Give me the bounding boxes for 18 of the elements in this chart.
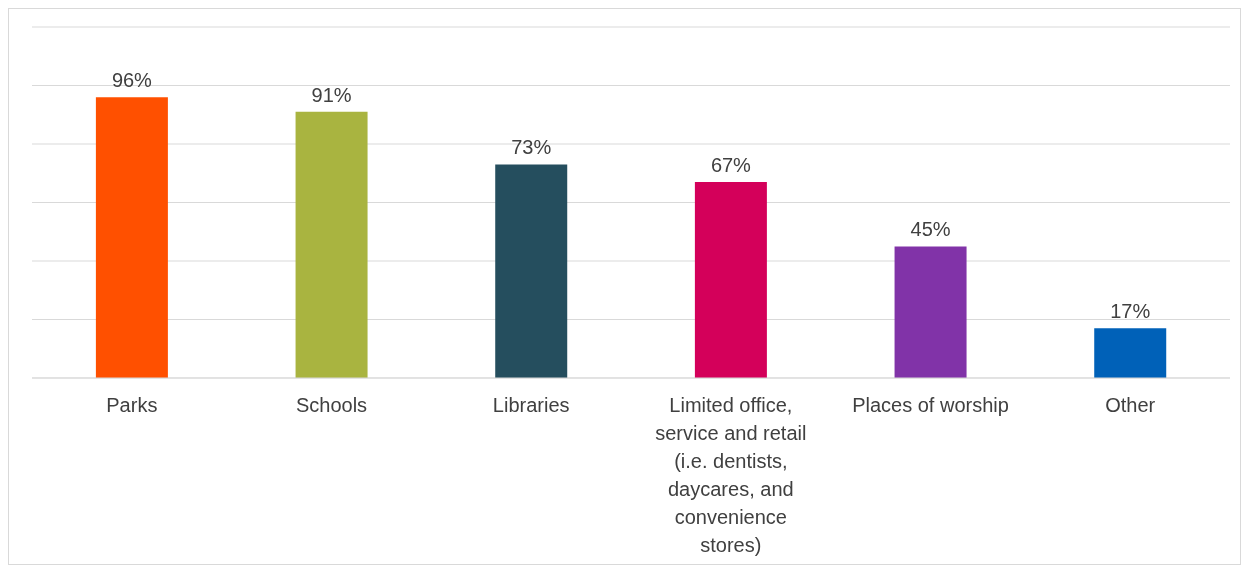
data-label: 73%	[511, 136, 552, 159]
x-tick-label: Limited office, service and retail (i.e. dentists, daycares, and convenience stores)	[655, 394, 807, 556]
bar	[894, 246, 967, 378]
bar	[694, 182, 767, 378]
bar	[95, 97, 168, 378]
x-tick-label: Parks	[106, 394, 158, 416]
bar	[295, 111, 368, 378]
x-tick-label: Schools	[295, 394, 368, 416]
bar	[495, 164, 568, 378]
x-tick-label: Places of worship	[852, 394, 1009, 416]
data-label: 17%	[1110, 300, 1151, 323]
bar	[1094, 328, 1167, 378]
x-tick-label: Other	[1105, 394, 1156, 416]
data-label: 45%	[910, 218, 951, 241]
data-label: 67%	[710, 154, 752, 177]
data-label: 96%	[111, 69, 153, 92]
x-tick-label: Libraries	[492, 394, 570, 416]
data-label: 91%	[311, 83, 352, 106]
